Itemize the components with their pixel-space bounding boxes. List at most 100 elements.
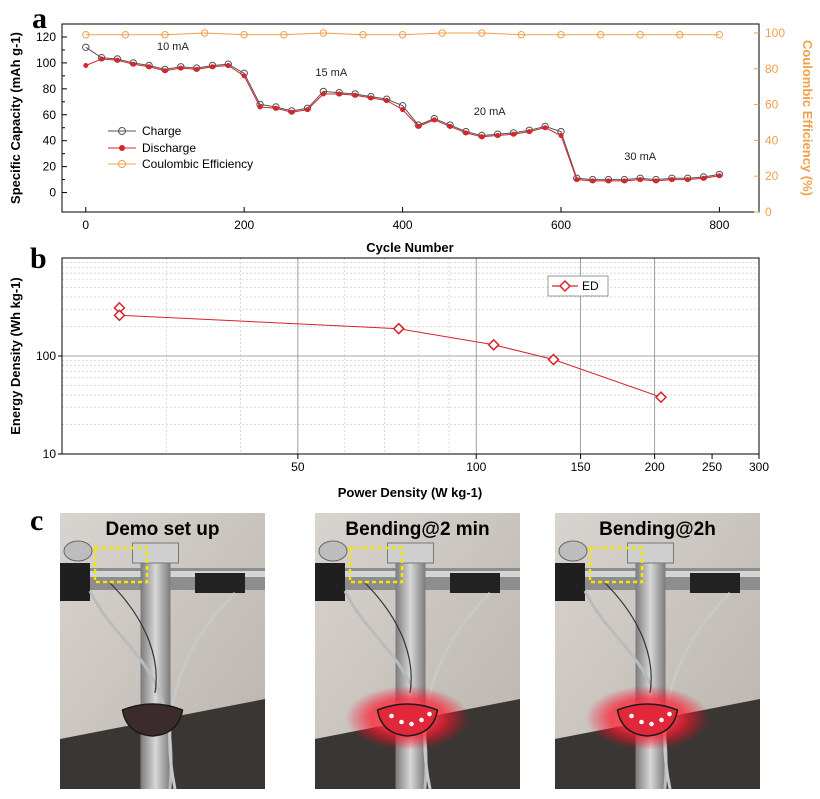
- chart-a-ytick-label: 60: [43, 108, 57, 122]
- chart-b-xtick-label: 200: [645, 460, 665, 474]
- chart-a-y2-ticks: 0 20 40 60 80 100: [754, 26, 785, 219]
- chart-a-point: [257, 104, 263, 110]
- led-dot: [389, 713, 394, 719]
- chart-a-point: [83, 63, 89, 68]
- chart-a-point: [606, 178, 611, 184]
- chart-a-point: [400, 107, 406, 113]
- chart-a-point: [398, 31, 407, 39]
- chart-a-y2-label: Coulombic Efficiency (%): [800, 40, 815, 196]
- chart-a-y2tick-label: 100: [765, 26, 785, 40]
- legend-charge-marker: [118, 127, 126, 135]
- photo-stem-clamp: [132, 542, 179, 564]
- led-dot: [667, 711, 672, 717]
- photo-cable: [663, 591, 732, 790]
- chart-b-point: [654, 391, 668, 404]
- led-dot: [629, 713, 634, 719]
- legend-ed-label: ED: [582, 279, 599, 293]
- photo-brake-lever: [690, 573, 740, 593]
- chart-b-grid: [62, 258, 759, 455]
- photo-grip: [315, 563, 345, 601]
- chart-b-y-ticks: 10 100: [36, 349, 62, 461]
- chart-a-point: [114, 57, 120, 63]
- photo-1: Demo set up: [60, 513, 265, 790]
- chart-a-point: [241, 73, 247, 79]
- chart-a-xtick-label: 400: [393, 218, 413, 232]
- chart-a-series: [82, 29, 724, 184]
- legend-discharge-label: Discharge: [142, 141, 196, 155]
- chart-a-point: [716, 173, 722, 179]
- chart-a-point: [479, 134, 485, 140]
- chart-a-annotation: 10 mA: [157, 41, 189, 53]
- photo-cable: [423, 591, 492, 790]
- photo-cable: [168, 591, 237, 790]
- photo-highlight-box: [588, 546, 644, 584]
- chart-b-x-label: Power Density (W kg-1): [338, 485, 482, 500]
- chart-a-point: [178, 65, 184, 71]
- chart-a-point: [557, 31, 565, 39]
- chart-a-point: [305, 107, 310, 113]
- chart-a-y2tick-label: 0: [765, 205, 772, 219]
- tail-light: [121, 703, 184, 737]
- chart-a-point: [542, 125, 548, 131]
- led-dot: [427, 711, 432, 717]
- chart-a-ytick-label: 80: [43, 82, 57, 96]
- chart-a-point: [319, 29, 328, 37]
- chart-b-xtick-label: 50: [291, 460, 305, 474]
- chart-a-point: [225, 63, 231, 68]
- photo-grip: [555, 563, 585, 601]
- chart-b-xtick-label: 100: [466, 460, 486, 474]
- tail-light: [616, 703, 679, 737]
- chart-b-point: [113, 309, 126, 322]
- chart-a-xtick-label: 800: [709, 218, 729, 232]
- chart-b: 50 100 150 200 250 300 10 100 ED Power Density…: [8, 257, 769, 500]
- chart-a-ytick-label: 40: [43, 134, 57, 148]
- photo-stem-clamp: [627, 542, 674, 564]
- chart-a-x-label: Cycle Number: [366, 240, 453, 255]
- chart-a-point: [82, 43, 90, 51]
- chart-a-xtick-label: 600: [551, 218, 571, 232]
- chart-b-xtick-label: 300: [749, 460, 769, 474]
- photo-wire: [109, 582, 157, 694]
- chart-a-point: [200, 29, 209, 37]
- chart-a-x-ticks: 0 200 400 600 800: [82, 207, 730, 232]
- photo-label: Demo set up: [105, 519, 219, 540]
- bell-icon: [63, 540, 93, 562]
- chart-b-x-ticks: 50 100 150 200 250 300: [291, 454, 769, 474]
- chart-a-point: [273, 105, 279, 111]
- chart-a-point: [463, 130, 469, 136]
- chart-a-point: [574, 177, 580, 183]
- chart-a: 0 20 40 60 80 100 120 0 20 40 60 80 100 0 200 400 600 8…: [8, 23, 815, 255]
- tail-light: [376, 703, 439, 737]
- chart-a-point: [161, 31, 169, 39]
- chart-b-point: [547, 353, 560, 366]
- chart-a-y2tick-label: 40: [765, 133, 779, 147]
- chart-a-point: [280, 31, 288, 39]
- chart-b-xtick-label: 250: [702, 460, 722, 474]
- chart-a-y-label: Specific Capacity (mAh g-1): [8, 32, 23, 204]
- led-dot: [659, 717, 664, 723]
- chart-b-point: [392, 322, 405, 335]
- chart-a-ytick-label: 0: [49, 186, 56, 200]
- chart-a-point: [368, 95, 374, 101]
- chart-a-point: [99, 56, 105, 62]
- chart-a-legend: Charge Discharge Coulombic Efficiency: [108, 124, 253, 171]
- chart-a-point: [596, 31, 605, 39]
- chart-a-point: [636, 31, 644, 39]
- chart-a-point: [495, 133, 501, 138]
- chart-a-point: [359, 31, 367, 39]
- led-dot: [649, 721, 654, 727]
- chart-a-y-ticks: 0 20 40 60 80 100 120: [36, 30, 67, 200]
- legend-ed-marker: [558, 279, 572, 293]
- chart-a-ytick-label: 20: [43, 160, 57, 174]
- chart-a-point: [447, 123, 453, 129]
- chart-a-ytick-label: 100: [36, 56, 56, 70]
- legend-ce-marker: [118, 160, 126, 168]
- chart-a-point: [240, 31, 248, 39]
- photo-brake-lever: [450, 573, 500, 593]
- chart-a-y2tick-label: 60: [765, 98, 779, 112]
- chart-a-point: [162, 68, 168, 74]
- photo-highlight-box: [348, 546, 404, 584]
- chart-b-series: [113, 301, 668, 404]
- legend-charge-label: Charge: [142, 124, 182, 138]
